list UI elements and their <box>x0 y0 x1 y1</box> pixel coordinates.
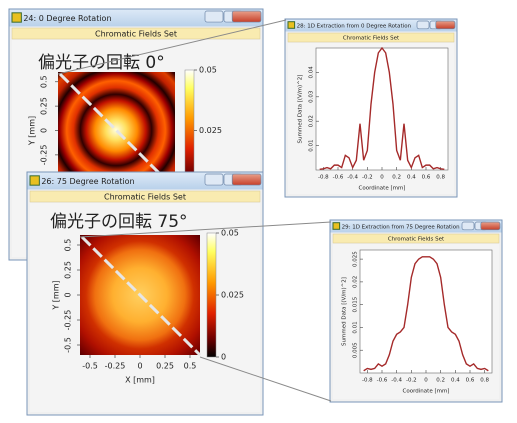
x-tick-label: 0.2 <box>436 378 445 384</box>
x-tick-label: 0.6 <box>422 175 431 181</box>
minimize-button[interactable] <box>204 173 224 186</box>
y-tick-label: 0.02 <box>309 115 315 127</box>
subtitle-bar <box>29 190 261 203</box>
y-axis-label: Y [mm] <box>52 280 61 310</box>
x-axis-label: Coordinate [mm] <box>359 186 406 192</box>
x-tick-label: -0.25 <box>105 362 126 371</box>
colorbar <box>206 232 217 358</box>
y-tick-label: 0.04 <box>309 66 315 79</box>
x-tick-label: -0.2 <box>362 175 373 181</box>
window-icon <box>11 12 22 23</box>
x-axis-label: Coordinate [mm] <box>403 389 450 395</box>
connector-line <box>79 221 332 238</box>
minimize-button[interactable] <box>461 221 475 231</box>
y-tick-label: -0.25 <box>64 310 73 331</box>
subtitle: Chromatic Fields Set <box>388 237 445 243</box>
y-axis-label: Y [mm] <box>28 116 37 146</box>
title-bar <box>285 19 457 32</box>
x-tick-label: 0 <box>137 362 142 371</box>
title-bar <box>27 172 263 190</box>
subtitle: Chromatic Fields Set <box>104 193 186 202</box>
y-tick-label: 0.015 <box>353 296 359 312</box>
colorbar-tick-label: 0 <box>221 353 226 362</box>
plot-area <box>359 249 493 374</box>
title-bar <box>330 220 502 233</box>
x-tick-label: 0.8 <box>480 378 489 384</box>
data-line <box>319 46 445 170</box>
y-tick-label: -0.25 <box>40 145 49 166</box>
x-tick-label: 0.2 <box>392 175 401 181</box>
minimize-button[interactable] <box>204 10 224 23</box>
y-axis-label: Summed Data [(V/m)^2] <box>342 277 348 346</box>
heading: 偏光子の回転 75° <box>50 212 188 232</box>
extraction-line <box>80 235 202 357</box>
y-tick-label: -0.5 <box>64 337 73 353</box>
window-title: 28: 1D Extraction from 0 Degree Rotation <box>297 24 412 30</box>
title-bar <box>9 9 263 27</box>
x-tick-label: -0.6 <box>377 378 388 384</box>
y-tick-label: 0.005 <box>353 342 359 358</box>
y-tick-label: 0 <box>40 128 49 133</box>
close-button[interactable] <box>231 173 262 186</box>
x-tick-label: 0.5 <box>184 362 197 371</box>
field-window: 26: 75 Degree Rotation Chromatic Fields S… <box>26 171 264 416</box>
x-tick-label: 0 <box>380 175 384 181</box>
close-button[interactable] <box>231 10 262 23</box>
x-tick-label: 0.25 <box>156 362 174 371</box>
colorbar-tick-label: 0.05 <box>221 229 239 238</box>
plot-area <box>315 47 449 171</box>
x-tick-label: 0 <box>424 378 428 384</box>
x-tick-label: -0.6 <box>333 175 344 181</box>
subtitle: Chromatic Fields Set <box>343 36 400 42</box>
x-tick-label: 0.8 <box>436 175 445 181</box>
window-title: 26: 75 Degree Rotation <box>41 177 134 186</box>
colorbar-tick-label: 0.05 <box>199 66 217 75</box>
y-tick-label: 0.25 <box>40 97 49 115</box>
y-tick-label: 0.025 <box>353 251 359 267</box>
plot-window: 28: 1D Extraction from 0 Degree Rotation… <box>284 18 458 198</box>
subtitle-bar <box>332 233 500 244</box>
colorbar-tick-label: 0.025 <box>221 291 244 300</box>
window-icon <box>29 175 40 186</box>
minimize-button[interactable] <box>416 20 430 30</box>
y-tick-label: 0.03 <box>309 90 315 103</box>
subtitle-bar <box>287 32 455 43</box>
connector-line <box>199 356 332 402</box>
x-axis-label: X [mm] <box>125 376 155 385</box>
x-tick-label: -0.2 <box>406 378 417 384</box>
x-tick-label: 0.4 <box>407 175 416 181</box>
window-icon <box>332 222 341 230</box>
y-tick-label: 0 <box>64 292 73 297</box>
window-icon <box>287 21 296 29</box>
x-tick-label: -0.4 <box>391 378 402 384</box>
y-tick-label: 0.5 <box>40 75 49 88</box>
subtitle-bar <box>11 27 261 40</box>
close-button[interactable] <box>435 20 456 30</box>
x-tick-label: -0.8 <box>318 175 329 181</box>
close-button[interactable] <box>480 221 501 231</box>
heading: 偏光子の回転 0° <box>38 53 165 73</box>
y-tick-label: 0.01 <box>353 321 359 333</box>
window-title: 29: 1D Extraction from 75 Degree Rotatio… <box>342 225 460 231</box>
subtitle: Chromatic Fields Set <box>95 30 177 39</box>
colorbar-tick-label: 0.025 <box>199 126 222 135</box>
y-tick-label: 0.02 <box>353 276 359 288</box>
y-tick-label: 0.5 <box>64 239 73 252</box>
window-title: 24: 0 Degree Rotation <box>23 14 111 23</box>
y-tick-label: 0.01 <box>309 139 315 151</box>
x-tick-label: -0.4 <box>347 175 358 181</box>
x-tick-label: -0.5 <box>82 362 98 371</box>
x-tick-label: -0.8 <box>362 378 373 384</box>
data-line <box>363 256 489 372</box>
connector-line <box>57 19 287 75</box>
x-tick-label: 0.6 <box>466 378 475 384</box>
y-tick-label: 0.25 <box>64 261 73 279</box>
x-tick-label: 0.4 <box>451 378 460 384</box>
y-axis-label: Summed Data [(V/m)^2] <box>298 75 304 144</box>
plot-window: 29: 1D Extraction from 75 Degree Rotatio… <box>329 219 503 403</box>
